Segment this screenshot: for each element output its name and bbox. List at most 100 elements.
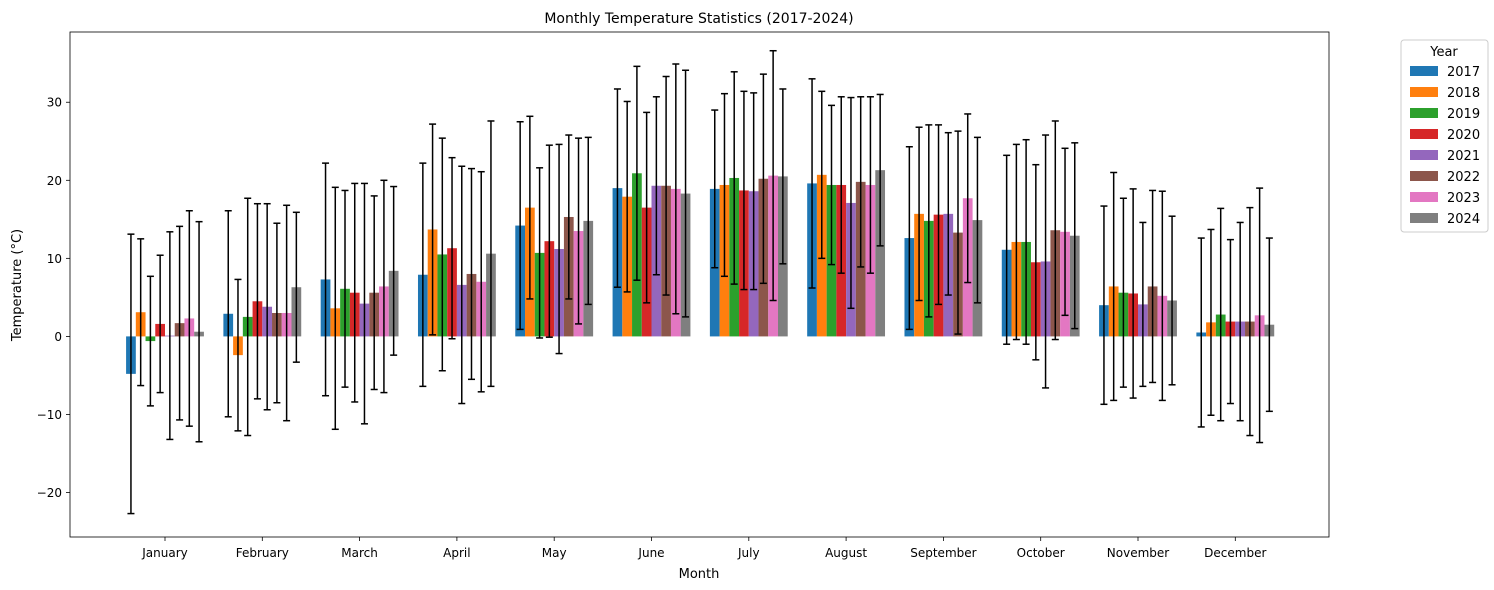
error-bar xyxy=(643,111,651,304)
error-bar xyxy=(1022,138,1030,345)
error-bar xyxy=(730,71,738,285)
error-bar xyxy=(808,78,816,289)
error-bar xyxy=(545,144,553,338)
x-tick-label: March xyxy=(341,546,378,560)
error-bar xyxy=(1246,206,1254,437)
x-axis-label: Month xyxy=(679,567,720,582)
legend-item: 2017 xyxy=(1410,65,1480,80)
error-bar xyxy=(137,238,145,387)
x-tick-label: June xyxy=(637,546,664,560)
x-tick-label: September xyxy=(910,546,976,560)
error-bar xyxy=(127,233,135,515)
error-bar xyxy=(234,278,242,432)
error-bar xyxy=(292,211,300,363)
error-bar xyxy=(176,225,184,421)
x-tick-label: January xyxy=(141,546,188,560)
error-bar xyxy=(1003,154,1011,345)
error-bar xyxy=(613,88,621,288)
error-bar xyxy=(1226,238,1234,405)
error-bar xyxy=(1129,188,1137,399)
error-bar xyxy=(750,92,758,291)
error-bar xyxy=(652,96,660,276)
error-bar xyxy=(1042,134,1050,389)
x-tick-label: July xyxy=(737,546,760,560)
legend-label: 2024 xyxy=(1447,212,1480,227)
error-bar xyxy=(244,197,252,437)
plot-frame xyxy=(69,31,1330,538)
legend: Year 2017 2018 2019 2020 2021 2022 2023 2024 xyxy=(1400,39,1489,233)
error-bar xyxy=(682,69,690,318)
error-bar xyxy=(263,202,271,411)
error-bar xyxy=(448,156,456,340)
x-tick-label: December xyxy=(1204,546,1266,560)
error-bar xyxy=(1071,142,1079,330)
legend-swatch xyxy=(1410,87,1438,97)
error-bar xyxy=(623,100,631,293)
error-bar xyxy=(720,92,728,278)
error-bar xyxy=(740,90,748,291)
legend-item: 2024 xyxy=(1410,212,1480,227)
error-bar xyxy=(419,162,427,388)
error-bar xyxy=(1236,221,1244,422)
error-bar xyxy=(1139,221,1147,388)
bars-layer xyxy=(126,170,1275,374)
error-bar xyxy=(458,165,466,405)
legend-label: 2019 xyxy=(1447,107,1480,122)
error-bar xyxy=(380,179,388,394)
legend-swatch xyxy=(1410,171,1438,181)
error-bar xyxy=(156,254,164,394)
error-bar xyxy=(1061,147,1069,317)
error-bar xyxy=(935,124,943,306)
bar xyxy=(875,170,886,337)
legend-item: 2022 xyxy=(1410,170,1480,185)
error-bar xyxy=(973,136,981,304)
error-bar xyxy=(1110,171,1118,402)
error-bar xyxy=(672,63,680,315)
error-bar xyxy=(759,73,767,285)
error-bar xyxy=(769,49,777,302)
legend-label: 2022 xyxy=(1447,170,1480,185)
legend-item: 2021 xyxy=(1410,149,1480,164)
error-bar xyxy=(633,65,641,281)
error-bar xyxy=(944,131,952,296)
error-bar xyxy=(1100,205,1108,406)
error-bar xyxy=(526,115,534,300)
legend-items: 2017 2018 2019 2020 2021 2022 2023 2024 xyxy=(1410,65,1480,227)
error-bar xyxy=(828,104,836,266)
error-bar xyxy=(195,220,203,443)
error-bar xyxy=(253,202,261,400)
y-tick-label: −10 xyxy=(37,408,62,422)
error-bar xyxy=(915,126,923,302)
legend-title: Year xyxy=(1429,45,1458,60)
error-bar xyxy=(662,75,670,296)
legend-item: 2020 xyxy=(1410,128,1480,143)
x-tick-label: November xyxy=(1107,546,1169,560)
error-bar xyxy=(351,182,359,403)
chart-title: Monthly Temperature Statistics (2017-202… xyxy=(544,11,853,27)
error-bar xyxy=(516,121,524,331)
error-bars-layer xyxy=(127,49,1273,515)
error-bar xyxy=(1012,143,1020,341)
error-bar xyxy=(1051,120,1059,341)
error-bar xyxy=(477,170,485,393)
error-bar xyxy=(322,162,330,397)
legend-swatch xyxy=(1410,192,1438,202)
error-bar xyxy=(331,186,339,431)
legend-swatch xyxy=(1410,213,1438,223)
legend-label: 2023 xyxy=(1447,191,1480,206)
error-bar xyxy=(146,275,154,407)
error-bar xyxy=(360,182,368,425)
legend-label: 2021 xyxy=(1447,149,1480,164)
error-bar xyxy=(536,167,544,339)
legend-label: 2018 xyxy=(1447,86,1480,101)
y-axis-label: Temperature (°C) xyxy=(10,229,25,342)
x-tick-label: February xyxy=(236,546,289,560)
error-bar xyxy=(555,143,563,355)
error-bar xyxy=(1256,187,1264,444)
error-bar xyxy=(925,124,933,318)
error-bar xyxy=(837,96,845,274)
legend-item: 2018 xyxy=(1410,86,1480,101)
error-bar xyxy=(185,209,193,427)
error-bar xyxy=(283,204,291,422)
error-bar xyxy=(1217,207,1225,422)
